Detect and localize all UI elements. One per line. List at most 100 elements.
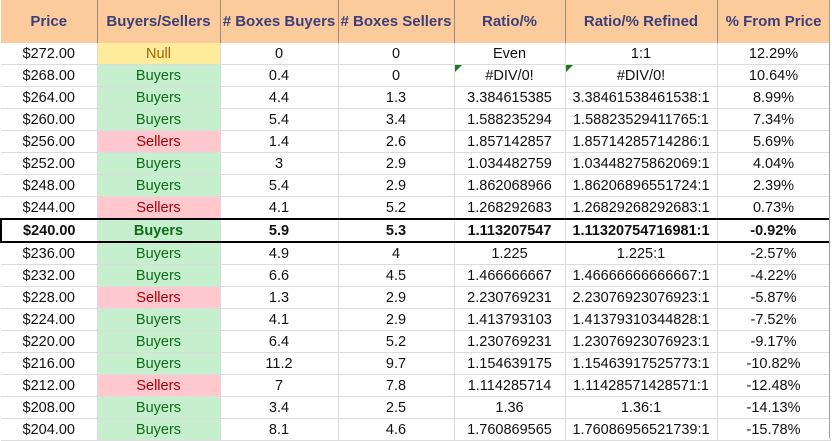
- ratio-refined-cell[interactable]: 1.26829268292683:1: [565, 196, 718, 220]
- boxes-buyers-cell[interactable]: 1.3: [220, 286, 339, 309]
- ratio-cell[interactable]: 1.760869565: [454, 418, 566, 441]
- pct-from-price-cell[interactable]: -5.87%: [717, 286, 831, 309]
- pct-from-price-cell[interactable]: -9.17%: [717, 330, 831, 353]
- pct-from-price-cell[interactable]: 5.69%: [717, 130, 831, 153]
- error-indicator-icon[interactable]: [454, 65, 462, 72]
- header-boxes-sellers[interactable]: # Boxes Sellers: [338, 0, 455, 43]
- boxes-sellers-cell[interactable]: 7.8: [338, 374, 455, 397]
- side-cell[interactable]: Buyers: [97, 242, 221, 265]
- side-cell[interactable]: Null: [97, 43, 221, 65]
- boxes-buyers-cell[interactable]: 0.4: [220, 64, 339, 87]
- price-cell[interactable]: $248.00: [1, 174, 98, 197]
- boxes-sellers-cell[interactable]: 2.9: [338, 152, 455, 175]
- ratio-refined-cell[interactable]: 1.11428571428571:1: [565, 374, 718, 397]
- price-cell[interactable]: $228.00: [1, 286, 98, 309]
- side-cell[interactable]: Buyers: [97, 218, 221, 243]
- ratio-refined-cell[interactable]: 1.85714285714286:1: [565, 130, 718, 153]
- side-cell[interactable]: Buyers: [97, 152, 221, 175]
- ratio-cell[interactable]: 1.862068966: [454, 174, 566, 197]
- price-cell[interactable]: $208.00: [1, 396, 98, 419]
- ratio-cell[interactable]: 1.230769231: [454, 330, 566, 353]
- price-cell[interactable]: $260.00: [1, 108, 98, 131]
- ratio-refined-cell[interactable]: 1.46666666666667:1: [565, 264, 718, 287]
- boxes-buyers-cell[interactable]: 6.4: [220, 330, 339, 353]
- boxes-buyers-cell[interactable]: 0: [220, 43, 339, 65]
- boxes-buyers-cell[interactable]: 6.6: [220, 264, 339, 287]
- ratio-refined-cell[interactable]: 1.225:1: [565, 242, 718, 265]
- ratio-refined-cell[interactable]: 1.03448275862069:1: [565, 152, 718, 175]
- boxes-buyers-cell[interactable]: 4.4: [220, 86, 339, 109]
- pct-from-price-cell[interactable]: -14.13%: [717, 396, 831, 419]
- boxes-sellers-cell[interactable]: 5.2: [338, 330, 455, 353]
- price-cell[interactable]: $220.00: [1, 330, 98, 353]
- price-cell[interactable]: $232.00: [1, 264, 98, 287]
- ratio-cell[interactable]: 1.466666667: [454, 264, 566, 287]
- boxes-buyers-cell[interactable]: 5.4: [220, 174, 339, 197]
- side-cell[interactable]: Sellers: [97, 286, 221, 309]
- boxes-sellers-cell[interactable]: 2.9: [338, 286, 455, 309]
- boxes-buyers-cell[interactable]: 5.4: [220, 108, 339, 131]
- pct-from-price-cell[interactable]: -4.22%: [717, 264, 831, 287]
- ratio-cell[interactable]: 1.034482759: [454, 152, 566, 175]
- pct-from-price-cell[interactable]: -2.57%: [717, 242, 831, 265]
- pct-from-price-cell[interactable]: 7.34%: [717, 108, 831, 131]
- side-cell[interactable]: Buyers: [97, 64, 221, 87]
- boxes-sellers-cell[interactable]: 4.6: [338, 418, 455, 441]
- side-cell[interactable]: Sellers: [97, 374, 221, 397]
- ratio-refined-cell[interactable]: 1.76086956521739:1: [565, 418, 718, 441]
- boxes-buyers-cell[interactable]: 11.2: [220, 352, 339, 375]
- ratio-cell[interactable]: 1.413793103: [454, 308, 566, 331]
- boxes-buyers-cell[interactable]: 3.4: [220, 396, 339, 419]
- ratio-cell[interactable]: 2.230769231: [454, 286, 566, 309]
- ratio-cell[interactable]: 1.268292683: [454, 196, 566, 220]
- side-cell[interactable]: Sellers: [97, 130, 221, 153]
- ratio-cell[interactable]: Even: [454, 43, 566, 65]
- boxes-sellers-cell[interactable]: 2.9: [338, 174, 455, 197]
- price-cell[interactable]: $224.00: [1, 308, 98, 331]
- boxes-sellers-cell[interactable]: 2.9: [338, 308, 455, 331]
- price-cell[interactable]: $212.00: [1, 374, 98, 397]
- pct-from-price-cell[interactable]: 12.29%: [717, 43, 831, 65]
- ratio-refined-cell[interactable]: 1.86206896551724:1: [565, 174, 718, 197]
- ratio-refined-cell[interactable]: 1:1: [565, 43, 718, 65]
- ratio-cell[interactable]: 3.384615385: [454, 86, 566, 109]
- ratio-refined-cell[interactable]: 3.38461538461538:1: [565, 86, 718, 109]
- side-cell[interactable]: Sellers: [97, 196, 221, 220]
- price-cell[interactable]: $236.00: [1, 242, 98, 265]
- header-buyers-sellers[interactable]: Buyers/Sellers: [97, 0, 221, 43]
- ratio-refined-cell[interactable]: 2.23076923076923:1: [565, 286, 718, 309]
- boxes-buyers-cell[interactable]: 4.9: [220, 242, 339, 265]
- boxes-sellers-cell[interactable]: 3.4: [338, 108, 455, 131]
- boxes-buyers-cell[interactable]: 1.4: [220, 130, 339, 153]
- boxes-sellers-cell[interactable]: 5.2: [338, 196, 455, 220]
- ratio-cell[interactable]: 1.154639175: [454, 352, 566, 375]
- header-boxes-buyers[interactable]: # Boxes Buyers: [220, 0, 339, 43]
- boxes-buyers-cell[interactable]: 3: [220, 152, 339, 175]
- price-cell[interactable]: $256.00: [1, 130, 98, 153]
- boxes-buyers-cell[interactable]: 7: [220, 374, 339, 397]
- ratio-cell[interactable]: 1.588235294: [454, 108, 566, 131]
- pct-from-price-cell[interactable]: 4.04%: [717, 152, 831, 175]
- boxes-sellers-cell[interactable]: 4: [338, 242, 455, 265]
- header-ratio-refined[interactable]: Ratio/% Refined: [565, 0, 718, 43]
- side-cell[interactable]: Buyers: [97, 264, 221, 287]
- pct-from-price-cell[interactable]: -10.82%: [717, 352, 831, 375]
- price-cell[interactable]: $204.00: [1, 418, 98, 441]
- header-pct-from-price[interactable]: % From Price: [717, 0, 831, 43]
- ratio-refined-cell[interactable]: 1.36:1: [565, 396, 718, 419]
- price-cell[interactable]: $264.00: [1, 86, 98, 109]
- boxes-sellers-cell[interactable]: 2.6: [338, 130, 455, 153]
- ratio-refined-cell[interactable]: 1.58823529411765:1: [565, 108, 718, 131]
- side-cell[interactable]: Buyers: [97, 352, 221, 375]
- boxes-sellers-cell[interactable]: 4.5: [338, 264, 455, 287]
- ratio-refined-cell[interactable]: 1.11320754716981:1: [565, 218, 718, 243]
- boxes-sellers-cell[interactable]: 1.3: [338, 86, 455, 109]
- ratio-cell[interactable]: 1.36: [454, 396, 566, 419]
- ratio-cell[interactable]: 1.857142857: [454, 130, 566, 153]
- side-cell[interactable]: Buyers: [97, 108, 221, 131]
- boxes-sellers-cell[interactable]: 0: [338, 64, 455, 87]
- ratio-cell[interactable]: 1.113207547: [454, 218, 566, 243]
- side-cell[interactable]: Buyers: [97, 86, 221, 109]
- price-cell[interactable]: $272.00: [1, 43, 98, 65]
- header-price[interactable]: Price: [1, 0, 98, 43]
